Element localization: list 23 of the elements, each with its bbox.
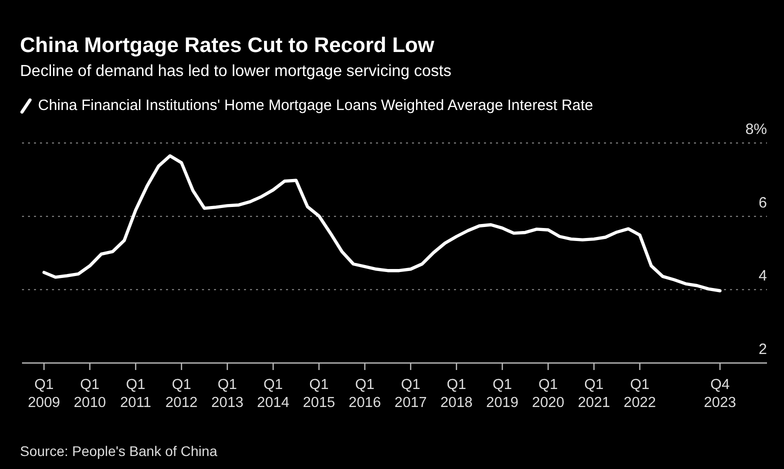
source-note: Source: People's Bank of China [20,443,218,459]
x-tick-label: Q1 2018 [440,377,473,411]
x-tick-label: Q1 2017 [394,377,427,411]
x-tick-label: Q4 2023 [704,377,736,411]
chart-title: China Mortgage Rates Cut to Record Low [20,34,435,57]
x-tick-label: Q1 2013 [211,377,244,411]
x-tick-label: Q1 2019 [486,377,518,411]
x-tick-label: Q1 2015 [302,377,336,411]
y-tick-label: 8% [745,121,767,138]
x-tick-label: Q1 2009 [28,377,60,411]
y-tick-label: 6 [758,194,767,212]
chart-subtitle: Decline of demand has led to lower mortgage servicing costs [20,63,452,80]
x-tick-label: Q1 2010 [74,377,106,411]
y-tick-label: 2 [758,341,767,358]
y-tick-label: 4 [758,268,767,285]
x-tick-label: Q1 2020 [532,377,564,411]
x-tick-label: Q1 2011 [120,377,152,411]
x-tick-label: Q1 2014 [257,377,290,411]
x-tick-label: Q1 2021 [578,377,610,411]
legend-label: China Financial Institutions' Home Mortgage Loans Weighted Average Interest Rate [38,97,594,114]
x-tick-label: Q1 2022 [624,377,656,411]
x-tick-label: Q1 2012 [165,377,198,411]
x-tick-label: Q1 2016 [348,377,381,411]
